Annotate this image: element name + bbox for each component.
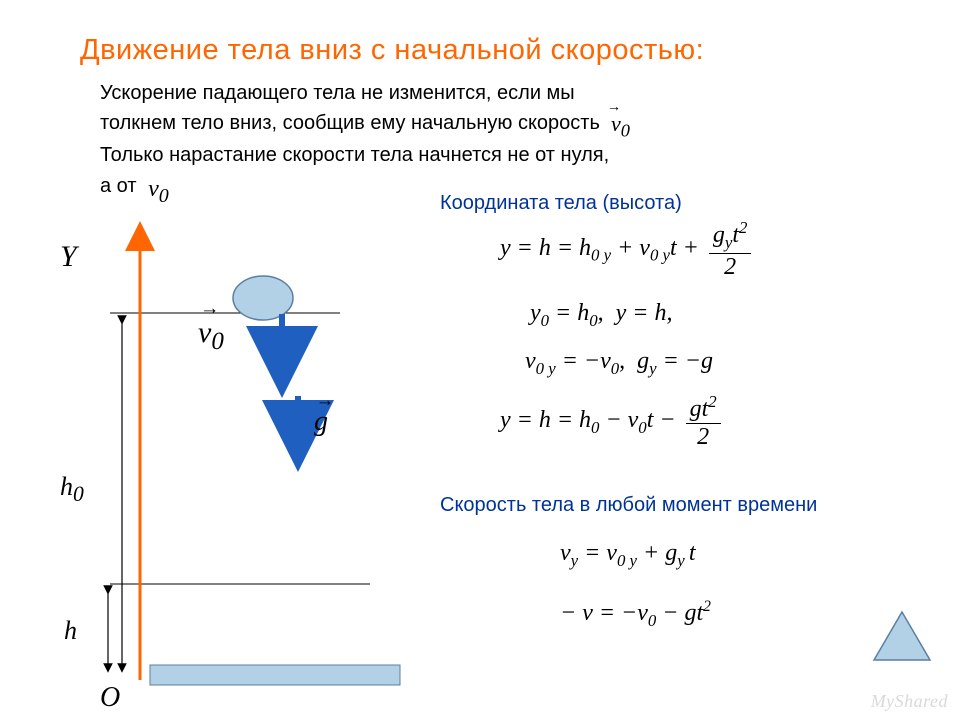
equation-6: − v = −v0 − gt2 [560, 598, 711, 631]
body-ball [233, 276, 293, 320]
slide-title: Движение тела вниз с начальной скоростью… [80, 34, 704, 67]
equation-4: y = h = h0 − v0t − gt22 [500, 392, 725, 451]
h0-label: h0 [60, 472, 84, 507]
speed-label: Скорость тела в любой момент времени [440, 494, 817, 517]
origin-label: O [100, 682, 120, 714]
h-label: h [64, 616, 77, 646]
inline-v0-symbol-2: v0 [148, 176, 169, 202]
coordinate-label: Координата тела (высота) [440, 192, 682, 215]
equation-1: y = h = h0 y + v0 yt + gyt22 [500, 218, 755, 281]
v0-vector-label: v0 [198, 316, 224, 356]
para1-line1: Ускорение падающего тела не изменится, е… [100, 82, 575, 104]
watermark: MyShared [871, 691, 948, 712]
equation-3: v0 y = −v0, gy = −g [525, 348, 713, 379]
inline-v0-symbol: v0 [605, 111, 629, 136]
g-vector-label: g [314, 406, 328, 438]
ground-bar [150, 665, 400, 685]
paragraph-1: Ускорение падающего тела не изменится, е… [100, 80, 740, 141]
physics-slide: Движение тела вниз с начальной скоростью… [0, 0, 960, 720]
para2-line2: а от [100, 175, 137, 197]
nav-triangle [874, 612, 930, 660]
y-axis-label: Y [60, 240, 77, 274]
equation-5: vy = v0 y + gy t [560, 540, 696, 571]
para1-line2: толкнем тело вниз, сообщив ему начальную… [100, 112, 600, 134]
equation-2: y0 = h0, y = h, [530, 300, 673, 331]
para2-line1: Только нарастание скорости тела начнется… [100, 144, 609, 166]
